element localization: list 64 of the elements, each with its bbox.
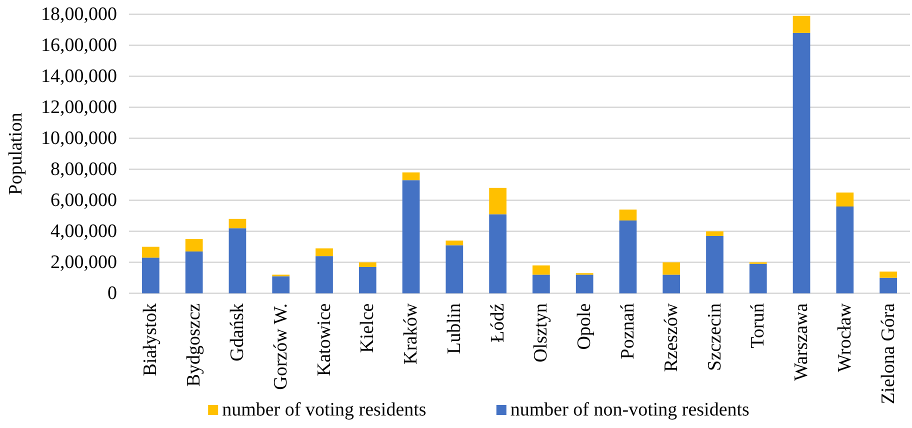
y-tick-label: 0 [108,282,117,304]
y-tick-label: 16,00,000 [41,34,117,56]
bar [489,188,506,214]
y-tick-label: 2,00,000 [50,252,117,273]
y-tick-label: 18,00,000 [41,4,117,25]
bar [358,262,376,267]
bar [316,248,333,256]
bar [706,236,724,294]
bar [532,265,550,275]
x-tick-label: Kielce [357,303,378,353]
x-tick-label: Wrocław [834,303,856,372]
y-tick-label: 6,00,000 [50,190,117,211]
bar [142,246,160,258]
x-tick-label: Białystok [140,302,162,376]
legend-label: number of non-voting residents [510,400,750,420]
bar [228,218,246,228]
y-tick-label: 10,00,000 [41,128,117,149]
bar [619,220,637,294]
x-tick-label: Bydgoszcz [184,303,205,387]
bar [836,206,854,294]
bar [749,264,767,294]
y-tick-label: 8,00,000 [50,158,117,180]
x-tick-label: Gorzów W. [270,303,292,390]
x-tick-label: Toruń [748,302,769,348]
x-tick-label: Lublin [444,302,465,354]
bar [402,180,420,294]
x-tick-label: Katowice [314,303,335,376]
bar [662,262,680,275]
bar [446,245,464,294]
x-tick-label: Łódź [487,303,508,342]
x-tick-label: Szczecin [704,302,726,371]
bar [880,272,897,278]
bar [619,210,637,220]
y-tick-label: 4,00,000 [50,220,117,242]
x-tick-label: Gdańsk [226,302,248,362]
bar [880,278,897,294]
bar [836,192,854,206]
bar [446,240,464,246]
x-tick-label: Warszawa [791,302,812,381]
x-tick-label: Rzeszów [660,303,682,372]
bar [316,256,333,294]
y-axis-title: Population [6,112,26,195]
legend-label: number of voting residents [222,400,426,420]
bar [272,276,290,294]
bar [185,251,203,294]
y-tick-label: 14,00,000 [41,66,117,87]
bar [792,16,810,33]
bar [576,274,594,294]
bar [185,239,203,252]
x-tick-label: Olsztyn [530,302,552,362]
bar [706,231,724,236]
bar [489,214,506,294]
x-tick-label: Kraków [400,303,422,365]
x-tick-label: Zielona Góra [878,302,899,404]
bar [662,274,680,294]
y-tick-label: 12,00,000 [41,96,117,118]
bar [792,32,810,294]
bar [532,274,550,294]
bar [402,172,420,180]
bar [358,266,376,294]
x-tick-label: Opole [574,303,596,350]
bar [228,228,246,294]
bar [142,258,160,294]
x-tick-label: Poznań [617,302,638,360]
